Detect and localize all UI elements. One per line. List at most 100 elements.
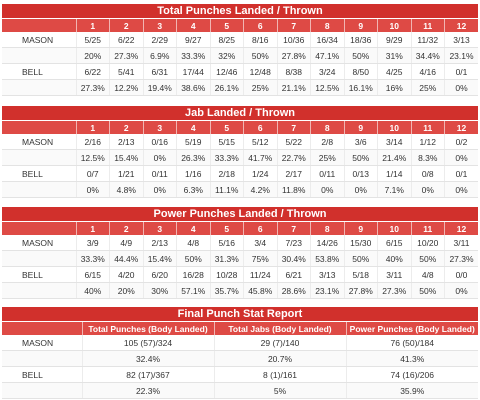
stat-cell: 5/12 bbox=[243, 134, 277, 150]
header-cell: 12 bbox=[444, 18, 478, 32]
data-row: MASON 3/9 4/9 2/13 4/8 5/16 3/4 7/23 14/26 15/30 6… bbox=[2, 235, 478, 251]
stat-cell: 8 (1)/161 bbox=[213, 366, 346, 383]
header-cell: 2 bbox=[109, 120, 143, 134]
stat-cell: 16/28 bbox=[176, 266, 210, 283]
header-cell bbox=[2, 321, 82, 335]
stat-cell: 6/15 bbox=[377, 235, 411, 251]
label-cell bbox=[2, 282, 76, 299]
stat-cell: 16% bbox=[377, 79, 411, 96]
stat-cell: 2/8 bbox=[310, 134, 344, 150]
stat-cell: 4/9 bbox=[109, 235, 143, 251]
stat-cell: 40% bbox=[377, 250, 411, 267]
stat-table: Final Punch Stat Report Total Punches (Bo… bbox=[2, 307, 478, 399]
stat-cell: 0% bbox=[444, 149, 478, 166]
table-title: Final Punch Stat Report bbox=[2, 307, 478, 322]
stat-cell: 12.5% bbox=[75, 149, 110, 166]
stat-cell: 41.3% bbox=[345, 350, 478, 367]
stat-cell: 35.7% bbox=[209, 282, 244, 299]
stat-cell: 50% bbox=[410, 250, 445, 267]
stat-cell: 27.3% bbox=[109, 47, 143, 64]
stat-cell: 7/23 bbox=[276, 235, 311, 251]
stat-cell: 12.5% bbox=[310, 79, 344, 96]
label-cell bbox=[2, 149, 76, 166]
data-row: MASON 2/16 2/13 0/16 5/19 5/15 5/12 5/22 2/8 3/6 3… bbox=[2, 134, 478, 150]
header-cell: 9 bbox=[343, 18, 378, 32]
fighter-name: MASON bbox=[2, 32, 76, 48]
stat-cell: 0/16 bbox=[142, 134, 177, 150]
stat-cell: 8/50 bbox=[343, 63, 378, 80]
stat-cell: 15.4% bbox=[142, 250, 177, 267]
data-row: 40% 20% 30% 57.1% 35.7% 45.8% 28.6% 23.1% 27.8% 2… bbox=[2, 282, 478, 299]
stat-cell: 2/18 bbox=[209, 165, 244, 182]
header-cell: 10 bbox=[377, 120, 411, 134]
stat-cell: 5/25 bbox=[75, 32, 110, 48]
stat-cell: 2/16 bbox=[75, 134, 110, 150]
header-cell: 5 bbox=[209, 120, 244, 134]
header-row: Total Punches (Body Landed) Total Jabs (B… bbox=[2, 321, 478, 335]
stat-cell: 11/32 bbox=[410, 32, 445, 48]
stat-cell: 4/16 bbox=[410, 63, 445, 80]
data-row: MASON 5/25 6/22 2/29 9/27 8/25 8/16 10/36 16/34 1… bbox=[2, 32, 478, 48]
table-title: Power Punches Landed / Thrown bbox=[2, 207, 478, 222]
header-cell: 12 bbox=[444, 120, 478, 134]
stat-cell: 0% bbox=[444, 79, 478, 96]
stat-cell: 33.3% bbox=[75, 250, 110, 267]
stat-cell: 5/22 bbox=[276, 134, 311, 150]
stat-cell: 50% bbox=[343, 250, 378, 267]
stat-cell: 8.3% bbox=[410, 149, 445, 166]
header-cell: 8 bbox=[310, 120, 344, 134]
header-cell: 11 bbox=[410, 120, 445, 134]
stat-cell: 1/24 bbox=[243, 165, 277, 182]
header-cell: 12 bbox=[444, 221, 478, 235]
stat-cell: 32% bbox=[209, 47, 244, 64]
stat-cell: 0% bbox=[142, 149, 177, 166]
label-cell bbox=[2, 250, 76, 267]
header-cell: 1 bbox=[75, 18, 110, 32]
stat-cell: 5/15 bbox=[209, 134, 244, 150]
stat-cell: 10/28 bbox=[209, 266, 244, 283]
label-cell bbox=[2, 382, 82, 399]
header-cell: 1 bbox=[75, 120, 110, 134]
header-cell: 4 bbox=[176, 221, 210, 235]
label-cell bbox=[2, 47, 76, 64]
title-row: Total Punches Landed / Thrown bbox=[2, 4, 478, 19]
header-cell: 2 bbox=[109, 18, 143, 32]
header-cell bbox=[2, 18, 76, 32]
fighter-name: BELL bbox=[2, 366, 82, 383]
stat-cell: 0% bbox=[343, 181, 378, 198]
stat-cell: 74 (16)/206 bbox=[345, 366, 478, 383]
stat-cell: 41.7% bbox=[243, 149, 277, 166]
stat-cell: 53.8% bbox=[310, 250, 344, 267]
stat-cell: 76 (50)/184 bbox=[345, 335, 478, 351]
stat-cell: 0% bbox=[444, 282, 478, 299]
stat-cell: 1/21 bbox=[109, 165, 143, 182]
stat-cell: 0/13 bbox=[343, 165, 378, 182]
stat-cell: 5/19 bbox=[176, 134, 210, 150]
header-cell: 4 bbox=[176, 120, 210, 134]
header-cell: 11 bbox=[410, 18, 445, 32]
stat-cell: 20% bbox=[75, 47, 110, 64]
stat-cell: 75% bbox=[243, 250, 277, 267]
stat-cell: 8/25 bbox=[209, 32, 244, 48]
stat-table: Jab Landed / Thrown 1 2 3 4 5 6 7 8 9 10 11 12 MASON 2… bbox=[2, 106, 478, 198]
stat-cell: 31% bbox=[377, 47, 411, 64]
stat-cell: 50% bbox=[410, 282, 445, 299]
stat-cell: 9/29 bbox=[377, 32, 411, 48]
stat-cell: 2/13 bbox=[109, 134, 143, 150]
header-cell: 3 bbox=[142, 120, 177, 134]
stat-cell: 1/12 bbox=[410, 134, 445, 150]
fighter-name: MASON bbox=[2, 235, 76, 251]
stat-cell: 50% bbox=[343, 149, 378, 166]
stat-cell: 2/29 bbox=[142, 32, 177, 48]
stat-cell: 9/27 bbox=[176, 32, 210, 48]
label-cell bbox=[2, 79, 76, 96]
title-row: Power Punches Landed / Thrown bbox=[2, 207, 478, 222]
stat-cell: 6/20 bbox=[142, 266, 177, 283]
header-cell: 1 bbox=[75, 221, 110, 235]
stat-cell: 15.4% bbox=[109, 149, 143, 166]
data-row: 33.3% 44.4% 15.4% 50% 31.3% 75% 30.4% 53.8% 50% 4… bbox=[2, 250, 478, 267]
stat-cell: 4/8 bbox=[176, 235, 210, 251]
data-row: 0% 4.8% 0% 6.3% 11.1% 4.2% 11.8% 0% 0% 7.1% 0% 0% bbox=[2, 181, 478, 198]
stat-cell: 17/44 bbox=[176, 63, 210, 80]
table-title: Total Punches Landed / Thrown bbox=[2, 4, 478, 19]
